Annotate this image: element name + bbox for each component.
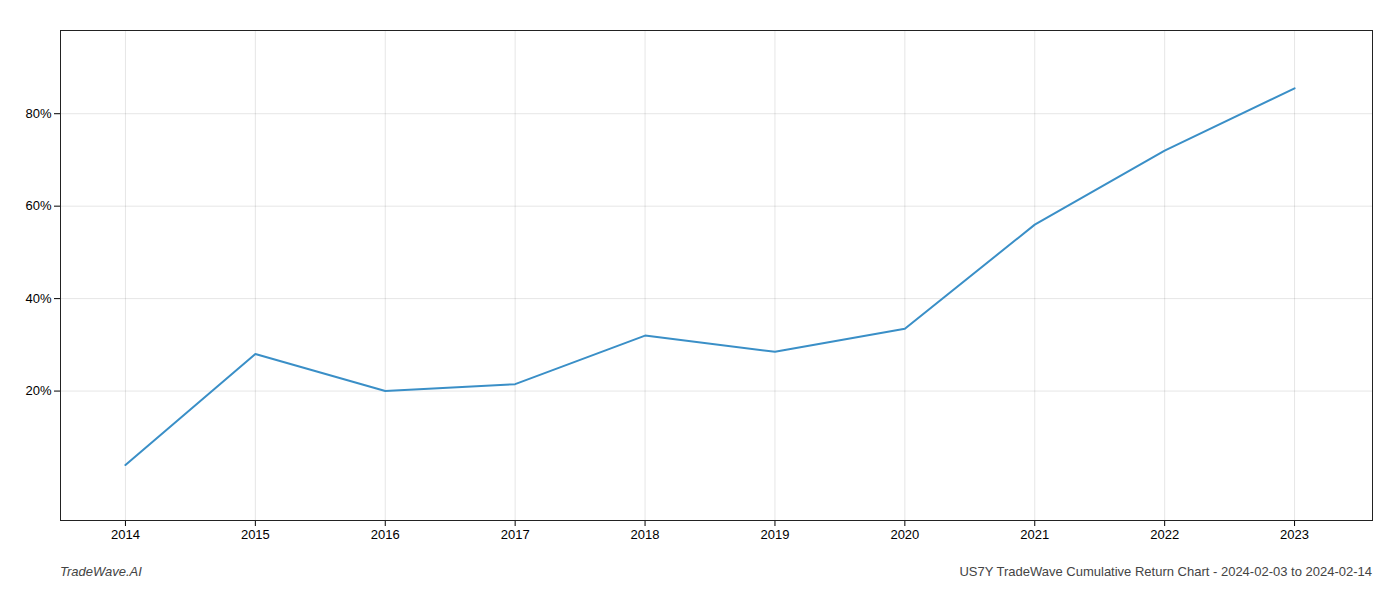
svg-text:2016: 2016 [371,527,400,542]
svg-text:2020: 2020 [890,527,919,542]
svg-text:2019: 2019 [760,527,789,542]
svg-text:80%: 80% [25,106,51,121]
svg-text:60%: 60% [25,198,51,213]
svg-text:2018: 2018 [631,527,660,542]
html-text:US7Y TradeWave Cumulative Retu: US7Y TradeWave Cumulative Return Chart -… [959,564,1372,579]
svg-text:2022: 2022 [1150,527,1179,542]
svg-text:2014: 2014 [111,527,140,542]
svg-text:2015: 2015 [241,527,270,542]
svg-text:20%: 20% [25,383,51,398]
svg-text:2017: 2017 [501,527,530,542]
svg-text:2023: 2023 [1280,527,1309,542]
html-text:TradeWave.AI: TradeWave.AI [60,564,142,579]
svg-text:2021: 2021 [1020,527,1049,542]
svg-text:40%: 40% [25,291,51,306]
